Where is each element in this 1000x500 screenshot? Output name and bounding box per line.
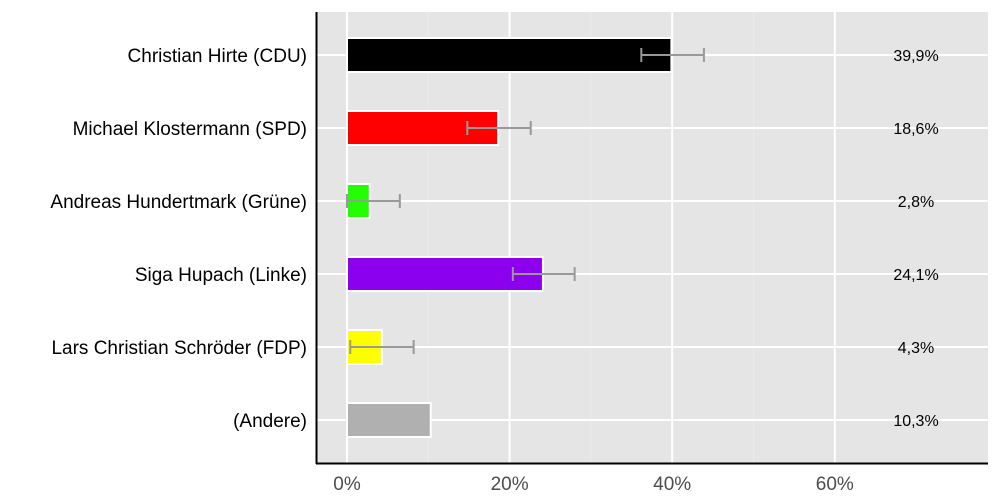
category-label: Siga Hupach (Linke) — [135, 265, 307, 286]
bar — [346, 37, 673, 73]
x-axis-tick-labels: 0% 20% 40% 60% — [333, 474, 854, 495]
category-label: Christian Hirte (CDU) — [128, 46, 307, 67]
category-labels: Christian Hirte (CDU) Michael Klostermann… — [50, 46, 307, 432]
value-label: 18,6% — [893, 121, 938, 138]
category-label: Lars Christian Schröder (FDP) — [51, 338, 307, 359]
minor-gridlines — [427, 12, 754, 463]
value-label: 39,9% — [893, 48, 938, 65]
category-label: Michael Klostermann (SPD) — [73, 119, 307, 140]
x-tick-label: 40% — [653, 474, 691, 495]
value-label: 2,8% — [898, 194, 934, 211]
bar — [346, 256, 544, 292]
plot-panel — [317, 12, 988, 463]
value-label: 10,3% — [893, 413, 938, 430]
value-labels: 39,9% 18,6% 2,8% 24,1% 4,3% 10,3% — [893, 48, 938, 430]
bars — [346, 37, 673, 438]
error-bars — [346, 48, 705, 354]
category-label: (Andere) — [233, 411, 307, 432]
bar — [346, 402, 432, 438]
category-label: Andreas Hundertmark (Grüne) — [50, 192, 307, 213]
x-tick-label: 60% — [816, 474, 854, 495]
value-label: 4,3% — [898, 340, 934, 357]
value-label: 24,1% — [893, 267, 938, 284]
x-tick-label: 20% — [491, 474, 529, 495]
x-tick-label: 0% — [333, 474, 361, 495]
